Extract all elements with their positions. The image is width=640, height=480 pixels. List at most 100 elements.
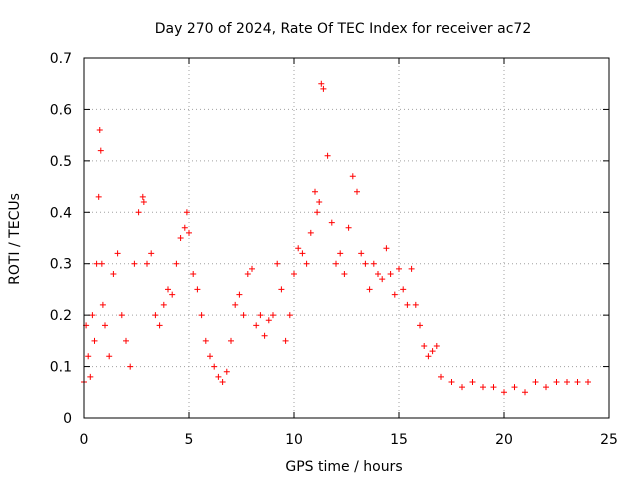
data-point	[324, 152, 331, 159]
data-point	[366, 286, 373, 293]
data-point	[295, 245, 302, 252]
y-tick-label: 0.7	[50, 51, 72, 67]
data-point	[207, 353, 213, 360]
data-point	[375, 271, 381, 277]
data-point	[459, 384, 465, 391]
data-point	[152, 312, 159, 319]
data-point	[236, 291, 243, 298]
data-point	[341, 271, 348, 277]
data-point	[228, 337, 234, 344]
data-point	[219, 379, 226, 385]
data-point	[425, 353, 432, 360]
data-point	[574, 379, 581, 385]
data-point	[95, 193, 102, 200]
x-tick-label: 25	[600, 432, 618, 448]
data-point	[202, 337, 209, 344]
y-tick-label: 0.1	[50, 360, 72, 376]
data-point	[408, 265, 415, 272]
data-point	[102, 322, 108, 329]
data-point	[303, 260, 310, 267]
data-point	[177, 235, 184, 241]
data-point	[314, 209, 321, 216]
x-tick-label: 20	[495, 432, 513, 448]
data-point	[89, 312, 96, 319]
data-point	[148, 250, 155, 257]
data-point	[312, 188, 318, 195]
data-point	[249, 265, 255, 272]
y-tick-label: 0.5	[50, 154, 72, 170]
y-tick-label: 0.4	[50, 205, 72, 221]
data-point	[173, 260, 180, 267]
data-point	[253, 322, 260, 329]
data-point	[433, 343, 440, 349]
y-tick-label: 0.2	[50, 308, 72, 324]
data-point	[501, 389, 507, 396]
data-point	[358, 250, 365, 257]
data-point	[135, 209, 142, 216]
data-point	[265, 317, 272, 324]
data-point	[383, 245, 390, 252]
data-point	[139, 193, 146, 200]
data-points	[81, 80, 591, 396]
y-axis-title: ROTI / TECUs	[7, 193, 23, 285]
data-point	[404, 301, 411, 308]
data-point	[110, 271, 117, 277]
data-point	[421, 343, 428, 349]
data-point	[165, 286, 171, 293]
grid-lines	[84, 58, 609, 418]
data-point	[291, 271, 297, 277]
data-point	[257, 312, 264, 319]
data-point	[328, 219, 335, 226]
data-point	[387, 271, 394, 277]
data-point	[99, 301, 106, 308]
data-point	[299, 250, 306, 257]
data-point	[391, 291, 398, 298]
data-point	[270, 312, 276, 319]
data-point	[396, 265, 402, 272]
data-point	[211, 363, 218, 370]
data-point	[278, 286, 285, 293]
data-point	[400, 286, 407, 293]
data-point	[85, 353, 92, 360]
data-point	[379, 276, 386, 283]
x-tick-label: 10	[285, 432, 303, 448]
data-point	[223, 368, 230, 375]
data-point	[186, 229, 192, 236]
x-axis-title: GPS time / hours	[285, 459, 402, 475]
data-point	[585, 379, 591, 385]
data-point	[114, 250, 121, 257]
data-point	[96, 127, 103, 133]
data-point	[429, 348, 436, 355]
data-point	[144, 260, 150, 267]
data-point	[511, 384, 518, 391]
tick-labels: 0 5 10 15 20 25 0 0.1 0.2 0.3 0.4 0.5 0.6 0.7	[50, 51, 618, 448]
data-point	[198, 312, 205, 319]
data-point	[261, 332, 268, 339]
data-point	[469, 379, 476, 385]
data-point	[232, 301, 239, 308]
data-point	[543, 384, 549, 391]
data-point	[553, 379, 560, 385]
data-point	[337, 250, 344, 257]
data-point	[417, 322, 423, 329]
data-point	[286, 312, 293, 319]
data-point	[448, 379, 455, 385]
data-point	[480, 384, 486, 391]
data-point	[354, 188, 360, 195]
y-tick-label: 0.3	[50, 257, 72, 273]
data-point	[160, 301, 167, 308]
data-point	[91, 337, 98, 344]
data-point	[156, 322, 163, 329]
data-point	[522, 389, 528, 396]
data-point	[106, 353, 113, 360]
data-point	[123, 337, 129, 344]
data-point	[438, 373, 444, 380]
data-point	[190, 271, 197, 277]
data-point	[564, 379, 570, 385]
axis-ticks	[83, 57, 610, 419]
y-tick-label: 0.6	[50, 102, 72, 118]
x-tick-label: 5	[185, 432, 194, 448]
x-tick-label: 15	[390, 432, 408, 448]
data-point	[98, 260, 105, 267]
